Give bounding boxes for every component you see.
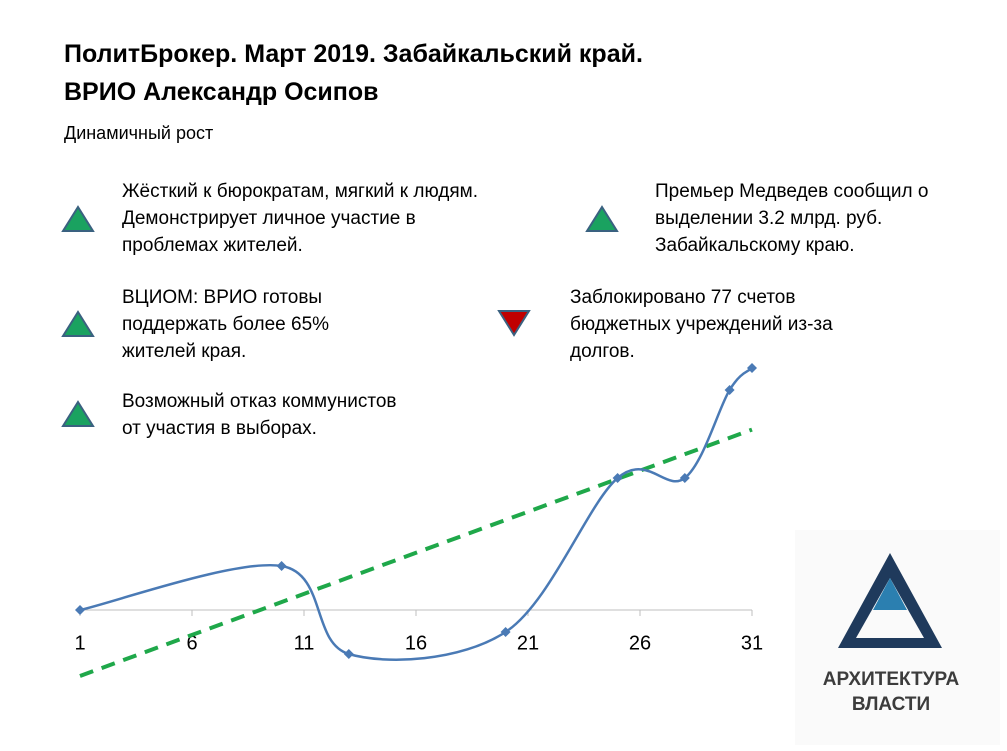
annotation-text: бюджетных учреждений из-за <box>570 314 833 335</box>
logo-mark <box>838 553 942 648</box>
annotation-text: Возможный отказ коммунистов <box>122 391 397 412</box>
up-marker <box>61 205 95 232</box>
annotation-text: выделении 3.2 млрд. руб. <box>655 208 882 229</box>
annotation-text: Премьер Медведев сообщил о <box>655 181 928 202</box>
data-point <box>612 473 623 483</box>
annotation-text: Жёсткий к бюрократам, мягкий к людям. <box>122 181 478 202</box>
chart-title: ПолитБрокер. Март 2019. Забайкальский кр… <box>64 40 643 68</box>
up-marker <box>61 400 95 427</box>
data-point <box>343 649 354 659</box>
x-tick-label: 11 <box>294 632 315 654</box>
annotation-text: ВЦИОМ: ВРИО готовы <box>122 287 322 308</box>
annotation-text: Забайкальскому краю. <box>655 235 855 256</box>
x-tick-label: 6 <box>186 632 197 654</box>
up-marker <box>61 310 95 337</box>
annotation-text: проблемах жителей. <box>122 235 303 256</box>
chart-subtitle: Динамичный рост <box>64 123 213 143</box>
annotation-text: Демонстрирует личное участие в <box>122 208 416 229</box>
annotation-text: поддержать более 65% <box>122 314 329 335</box>
logo-text: АРХИТЕКТУРА <box>823 669 960 690</box>
data-point <box>75 605 85 615</box>
data-point <box>276 561 287 571</box>
x-tick-label: 1 <box>74 632 85 654</box>
annotation-text: долгов. <box>570 341 635 362</box>
x-tick-label: 16 <box>405 632 427 654</box>
annotation-text: от участия в выборах. <box>122 418 317 439</box>
x-tick-label: 31 <box>741 632 763 654</box>
down-marker <box>497 310 531 337</box>
annotation-text: Заблокировано 77 счетов <box>570 287 795 308</box>
x-tick-label: 21 <box>517 632 539 654</box>
data-point <box>747 363 757 373</box>
data-point <box>500 627 511 637</box>
up-marker <box>585 205 619 232</box>
logo-text: ВЛАСТИ <box>852 694 930 715</box>
data-point <box>724 385 735 395</box>
chart-title: ВРИО Александр Осипов <box>64 78 379 106</box>
annotation-text: жителей края. <box>122 341 246 362</box>
data-point <box>679 473 690 483</box>
trend-line <box>79 427 753 678</box>
x-tick-label: 26 <box>629 632 651 654</box>
